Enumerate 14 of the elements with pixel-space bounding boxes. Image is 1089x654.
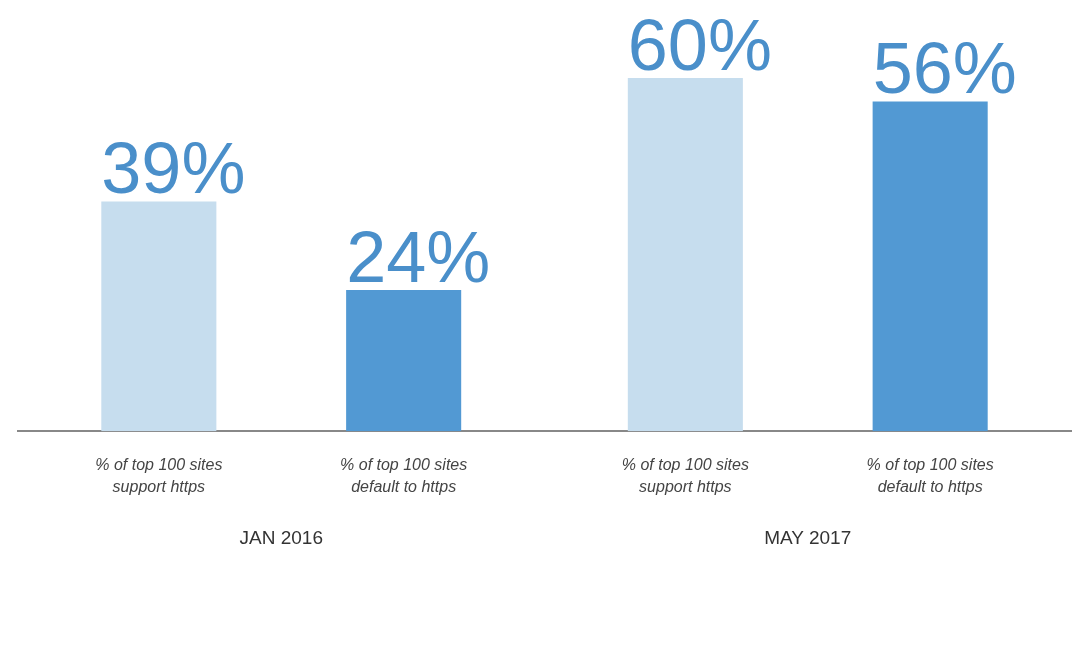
bar [627,78,743,432]
series-label: % of top 100 sites default to https [866,455,994,495]
x-tick-label: MAY 2017 [764,526,852,548]
data-label: 60% [627,4,772,85]
data-label: 24% [346,216,491,297]
text: % of top 100 sites support https [95,455,223,495]
text: % of top 100 sites default to https [340,455,468,495]
bar [872,101,988,432]
data-label: 39% [101,128,246,209]
x-tick-label: JAN 2016 [239,526,323,548]
bar [346,289,462,432]
data-label: 56% [872,28,1017,109]
bar [101,201,217,432]
series-label: % of top 100 sites support https [621,455,749,495]
